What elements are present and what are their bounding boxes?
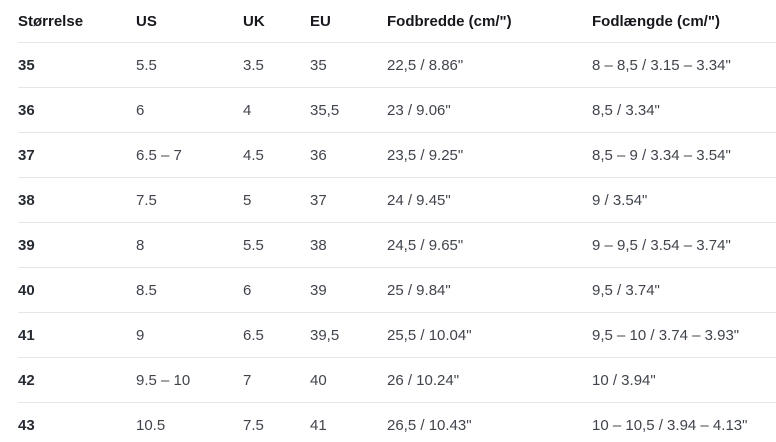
cell-size: 37 xyxy=(18,132,136,178)
cell-foot-length: 10 – 10,5 / 3.94 – 4.13" xyxy=(592,416,748,434)
cell-uk: 3.5 xyxy=(243,42,310,88)
table-row: 41 9 6.5 39,5 25,5 / 10.04" 9,5 – 10 / 3.74 –… xyxy=(18,312,776,358)
cell-us: 6.5 – 7 xyxy=(136,132,243,178)
cell-size: 35 xyxy=(18,42,136,88)
table-row: 40 8.5 6 39 25 / 9.84" 9,5 / 3.74" xyxy=(18,267,776,313)
cell-us: 7.5 xyxy=(136,177,243,223)
cell-size: 43 xyxy=(18,416,35,434)
table-row: 38 7.5 5 37 24 / 9.45" 9 / 3.54" xyxy=(18,177,776,223)
cell-uk: 4.5 xyxy=(243,132,310,178)
cell-foot-length: 8,5 / 3.34" xyxy=(592,87,776,133)
cell-us: 9 xyxy=(136,312,243,358)
cell-foot-width: 23 / 9.06" xyxy=(387,87,592,133)
cell-us: 10.5 xyxy=(136,416,166,434)
cell-foot-length: 9,5 / 3.74" xyxy=(592,267,776,313)
cell-size: 41 xyxy=(18,312,136,358)
cell-us: 5.5 xyxy=(136,42,243,88)
cell-foot-width: 24 / 9.45" xyxy=(387,177,592,223)
cell-uk: 6.5 xyxy=(243,312,310,358)
cell-foot-length: 9,5 – 10 / 3.74 – 3.93" xyxy=(592,312,776,358)
cell-foot-width: 26,5 / 10.43" xyxy=(387,416,472,434)
cell-foot-length: 8 – 8,5 / 3.15 – 3.34" xyxy=(592,42,776,88)
shoe-size-table: Størrelse US UK EU Fodbredde (cm/") Fodlængde… xyxy=(18,0,776,442)
cell-size: 39 xyxy=(18,222,136,268)
cell-us: 8.5 xyxy=(136,267,243,313)
table-row: 37 6.5 – 7 4.5 36 23,5 / 9.25" 8,5 – 9 / 3.34… xyxy=(18,132,776,178)
cell-foot-width: 24,5 / 9.65" xyxy=(387,222,592,268)
cell-eu: 38 xyxy=(310,222,387,268)
size-chart-container: Størrelse US UK EU Fodbredde (cm/") Fodlængde… xyxy=(18,0,776,442)
table-row: 39 8 5.5 38 24,5 / 9.65" 9 – 9,5 / 3.54 – 3.7… xyxy=(18,222,776,268)
cell-foot-width: 26 / 10.24" xyxy=(387,357,592,403)
cell-eu: 35 xyxy=(310,42,387,88)
cell-eu: 40 xyxy=(310,357,387,403)
cell-eu: 39 xyxy=(310,267,387,313)
cell-uk: 7 xyxy=(243,357,310,403)
table-header: Størrelse US UK EU Fodbredde (cm/") Fodlængde… xyxy=(18,0,776,43)
cell-eu: 36 xyxy=(310,132,387,178)
cell-foot-length: 9 – 9,5 / 3.54 – 3.74" xyxy=(592,222,776,268)
cell-eu: 37 xyxy=(310,177,387,223)
cell-size: 42 xyxy=(18,357,136,403)
cell-foot-length: 9 / 3.54" xyxy=(592,177,776,223)
cell-foot-width: 25,5 / 10.04" xyxy=(387,312,592,358)
cell-foot-length: 10 / 3.94" xyxy=(592,357,776,403)
cell-eu: 35,5 xyxy=(310,87,387,133)
table-row: 42 9.5 – 10 7 40 26 / 10.24" 10 / 3.94" xyxy=(18,357,776,403)
column-header-us: US xyxy=(136,0,243,43)
cell-foot-width: 23,5 / 9.25" xyxy=(387,132,592,178)
cell-foot-length: 8,5 – 9 / 3.34 – 3.54" xyxy=(592,132,776,178)
cell-size: 36 xyxy=(18,87,136,133)
table-row: 36 6 4 35,5 23 / 9.06" 8,5 / 3.34" xyxy=(18,87,776,133)
cell-us: 8 xyxy=(136,222,243,268)
table-row: 43 10.5 7.5 41 26,5 / 10.43" 10 – 10,5 / 3.94… xyxy=(18,403,776,442)
cell-foot-width: 22,5 / 8.86" xyxy=(387,42,592,88)
header-row: Størrelse US UK EU Fodbredde (cm/") Fodlængde… xyxy=(18,0,776,43)
column-header-eu: EU xyxy=(310,0,387,43)
cell-uk: 6 xyxy=(243,267,310,313)
cell-us: 9.5 – 10 xyxy=(136,357,243,403)
column-header-size: Størrelse xyxy=(18,0,136,43)
cell-us: 6 xyxy=(136,87,243,133)
table-body: 35 5.5 3.5 35 22,5 / 8.86" 8 – 8,5 / 3.15 – 3… xyxy=(18,42,776,442)
cell-uk: 5 xyxy=(243,177,310,223)
cell-size: 38 xyxy=(18,177,136,223)
column-header-foot-width: Fodbredde (cm/") xyxy=(387,0,592,43)
cell-uk: 5.5 xyxy=(243,222,310,268)
cell-eu: 41 xyxy=(310,416,327,434)
column-header-uk: UK xyxy=(243,0,310,43)
cell-uk: 4 xyxy=(243,87,310,133)
cell-uk: 7.5 xyxy=(243,416,264,434)
cell-eu: 39,5 xyxy=(310,312,387,358)
table-row: 35 5.5 3.5 35 22,5 / 8.86" 8 – 8,5 / 3.15 – 3… xyxy=(18,42,776,88)
cell-foot-width: 25 / 9.84" xyxy=(387,267,592,313)
cell-size: 40 xyxy=(18,267,136,313)
column-header-foot-length: Fodlængde (cm/") xyxy=(592,0,776,43)
